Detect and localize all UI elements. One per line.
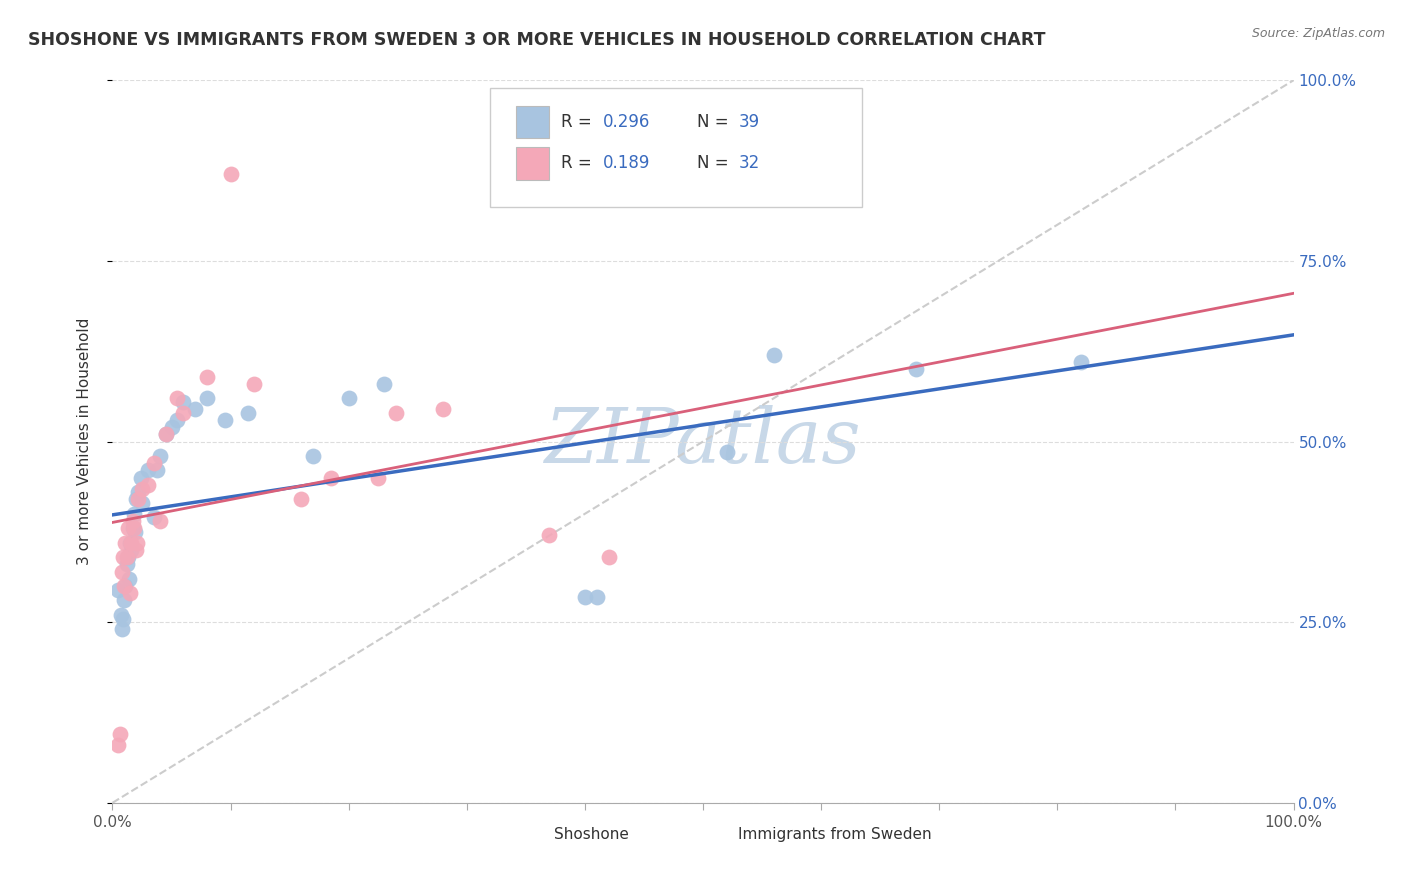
Point — [121, 521, 143, 535]
Point — [131, 482, 153, 496]
Point — [127, 535, 149, 549]
Text: Shoshone: Shoshone — [554, 827, 628, 842]
Point — [111, 565, 134, 579]
Point — [598, 550, 620, 565]
Point — [120, 535, 142, 549]
Text: 39: 39 — [738, 113, 759, 131]
Point — [219, 167, 242, 181]
Text: Source: ZipAtlas.com: Source: ZipAtlas.com — [1251, 27, 1385, 40]
Point — [538, 528, 561, 542]
FancyBboxPatch shape — [491, 87, 862, 207]
Point — [172, 394, 194, 409]
Point — [107, 738, 129, 752]
Point — [120, 535, 142, 549]
Point — [574, 590, 596, 604]
Point — [108, 727, 131, 741]
Point — [385, 406, 408, 420]
Point — [302, 449, 325, 463]
Point — [337, 391, 360, 405]
Point — [124, 524, 146, 539]
Point — [125, 492, 148, 507]
Point — [166, 391, 188, 405]
Text: 0.296: 0.296 — [603, 113, 650, 131]
Point — [118, 572, 141, 586]
Point — [214, 413, 236, 427]
Text: SHOSHONE VS IMMIGRANTS FROM SWEDEN 3 OR MORE VEHICLES IN HOUSEHOLD CORRELATION C: SHOSHONE VS IMMIGRANTS FROM SWEDEN 3 OR … — [28, 31, 1046, 49]
Point — [117, 521, 139, 535]
Point — [1070, 355, 1092, 369]
Point — [127, 492, 149, 507]
Point — [184, 402, 207, 417]
Point — [195, 391, 218, 405]
Point — [136, 463, 159, 477]
Point — [149, 514, 172, 528]
Point — [110, 607, 132, 622]
Point — [120, 586, 142, 600]
Point — [111, 623, 134, 637]
Text: N =: N = — [697, 113, 734, 131]
Point — [114, 535, 136, 549]
Text: Immigrants from Sweden: Immigrants from Sweden — [738, 827, 932, 842]
Point — [112, 550, 135, 565]
Point — [149, 449, 172, 463]
Point — [155, 427, 177, 442]
Text: ZIPatlas: ZIPatlas — [544, 405, 862, 478]
Point — [121, 514, 143, 528]
Point — [195, 369, 218, 384]
Point — [122, 521, 145, 535]
Point — [319, 470, 342, 484]
Point — [243, 376, 266, 391]
Point — [762, 348, 785, 362]
Point — [122, 507, 145, 521]
FancyBboxPatch shape — [516, 106, 550, 138]
Point — [160, 420, 183, 434]
Point — [585, 590, 607, 604]
Text: 32: 32 — [738, 154, 759, 172]
Point — [142, 510, 165, 524]
Point — [166, 413, 188, 427]
Point — [136, 478, 159, 492]
Point — [131, 496, 153, 510]
Point — [432, 402, 454, 417]
Text: R =: R = — [561, 113, 598, 131]
Point — [904, 362, 927, 376]
Point — [142, 456, 165, 470]
Point — [290, 492, 312, 507]
Point — [127, 485, 149, 500]
Point — [114, 579, 136, 593]
FancyBboxPatch shape — [516, 147, 550, 179]
Point — [120, 542, 142, 557]
Point — [112, 611, 135, 625]
Point — [172, 406, 194, 420]
Point — [112, 593, 135, 607]
Point — [117, 550, 139, 565]
Point — [238, 406, 260, 420]
FancyBboxPatch shape — [508, 817, 547, 850]
Point — [112, 579, 135, 593]
Y-axis label: 3 or more Vehicles in Household: 3 or more Vehicles in Household — [77, 318, 91, 566]
FancyBboxPatch shape — [692, 817, 730, 850]
Point — [373, 376, 395, 391]
Point — [155, 427, 177, 442]
Text: N =: N = — [697, 154, 734, 172]
Point — [146, 463, 169, 477]
Point — [367, 470, 389, 484]
Point — [115, 558, 138, 572]
Point — [129, 470, 152, 484]
Text: 0.189: 0.189 — [603, 154, 650, 172]
Point — [125, 542, 148, 557]
Point — [107, 582, 129, 597]
Point — [115, 550, 138, 565]
Point — [716, 445, 738, 459]
Text: R =: R = — [561, 154, 598, 172]
